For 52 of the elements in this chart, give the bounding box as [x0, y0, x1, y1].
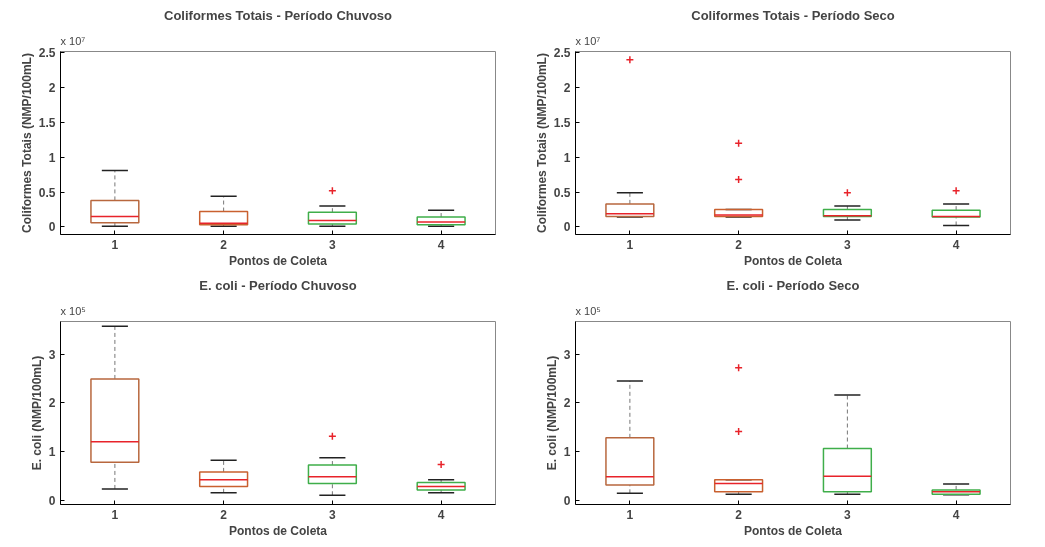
x-axis-title: Pontos de Coleta — [229, 253, 328, 268]
x-tick-label: 4 — [952, 237, 960, 252]
x-tick-label: 3 — [844, 237, 852, 252]
y-tick-label: 0.5 — [38, 185, 56, 200]
x-axis-title: Pontos de Coleta — [744, 253, 843, 268]
y-tick-label: 1 — [563, 150, 571, 165]
x-tick-label: 3 — [844, 507, 852, 522]
x-tick-label: 3 — [329, 237, 337, 252]
x-axis-title: Pontos de Coleta — [744, 523, 843, 538]
x-tick-label: 2 — [735, 507, 743, 522]
y-tick-label: 1.5 — [38, 115, 56, 130]
y-tick-label: 1.5 — [553, 115, 571, 130]
y-axis-title: E. coli (NMP/100mL) — [29, 355, 44, 471]
y-axis-title: Coliformes Totais (NMP/100mL) — [19, 53, 34, 233]
x-tick-label: 4 — [437, 507, 445, 522]
chart-title: E. coli - Período Seco — [726, 277, 860, 293]
x-tick-label: 4 — [952, 507, 960, 522]
x-tick-label: 1 — [626, 237, 634, 252]
x-tick-label: 2 — [220, 507, 228, 522]
x-tick-label: 2 — [735, 237, 743, 252]
x-tick-label: 3 — [329, 507, 337, 522]
y-tick-label: 2.5 — [553, 46, 571, 61]
text: x 10⁵ — [60, 304, 86, 317]
y-tick-label: 0 — [563, 220, 571, 235]
x-axis-title: Pontos de Coleta — [229, 523, 328, 538]
x-tick-label: 1 — [111, 507, 119, 522]
y-tick-label: 3 — [48, 347, 56, 362]
text: x 10⁷ — [60, 34, 86, 47]
x-tick-label: 1 — [111, 237, 119, 252]
text: x 10⁷ — [575, 34, 601, 47]
y-tick-label: 2 — [563, 396, 571, 411]
y-tick-label: 1 — [563, 444, 571, 459]
y-tick-label: 0.5 — [553, 185, 571, 200]
y-tick-label: 3 — [563, 347, 571, 362]
x-tick-label: 1 — [626, 507, 634, 522]
y-tick-label: 1 — [48, 150, 56, 165]
y-tick-label: 0 — [48, 493, 56, 508]
text: x 10⁵ — [575, 304, 601, 317]
y-tick-label: 1 — [48, 444, 56, 459]
chart-title: Coliformes Totais - Período Chuvoso — [164, 7, 393, 23]
x-tick-label: 4 — [437, 237, 445, 252]
x-tick-label: 2 — [220, 237, 228, 252]
y-tick-label: 2 — [48, 396, 56, 411]
y-tick-label: 2 — [563, 81, 571, 96]
y-tick-label: 0 — [563, 493, 571, 508]
y-tick-label: 0 — [48, 220, 56, 235]
y-axis-title: Coliformes Totais (NMP/100mL) — [534, 53, 549, 233]
chart-title: E. coli - Período Chuvoso — [199, 277, 357, 293]
y-axis-title: E. coli (NMP/100mL) — [544, 355, 559, 471]
y-tick-label: 2.5 — [38, 46, 56, 61]
chart-title: Coliformes Totais - Período Seco — [691, 7, 895, 23]
y-tick-label: 2 — [48, 81, 56, 96]
